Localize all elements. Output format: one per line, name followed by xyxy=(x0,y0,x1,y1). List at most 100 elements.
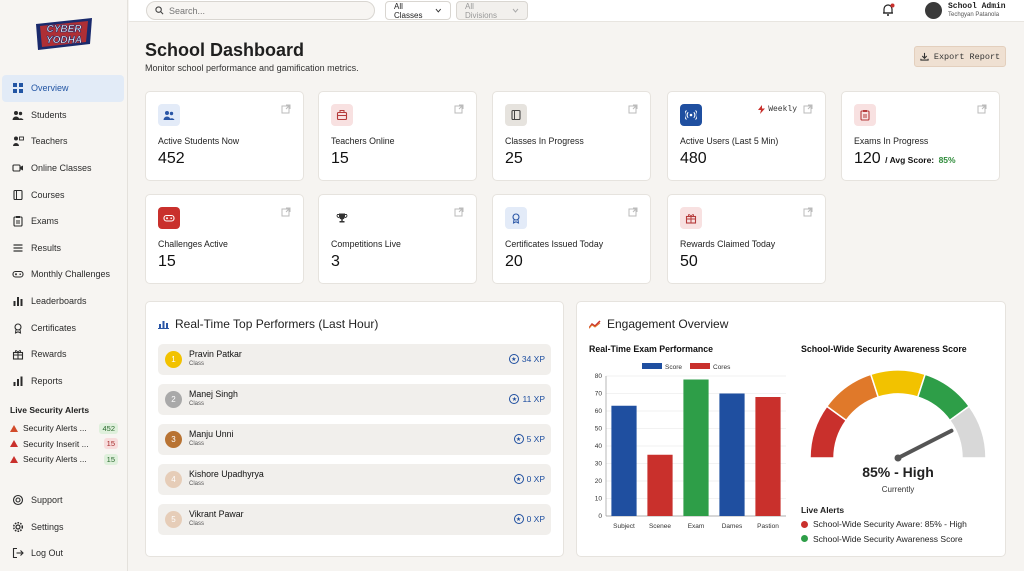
gear-icon xyxy=(12,521,24,532)
live-alert-label: School-Wide Security Aware: 85% - High xyxy=(813,519,967,529)
external-link-icon[interactable] xyxy=(803,104,813,114)
external-link-icon[interactable] xyxy=(281,207,291,217)
y-tick-label: 80 xyxy=(595,373,603,380)
clipboard-icon xyxy=(13,216,23,227)
weekly-tag[interactable]: Weekly xyxy=(758,105,797,114)
stat-card-certificates-issued-today[interactable]: Certificates Issued Today 20 xyxy=(492,194,651,284)
sidebar-item-online-classes[interactable]: Online Classes xyxy=(2,155,124,182)
sidebar-item-log-out[interactable]: Log Out xyxy=(2,540,124,567)
performer-row[interactable]: 5 Vikrant Pawar Class ★ 0 XP xyxy=(158,504,551,535)
live-alert-item[interactable]: School-Wide Security Awareness Score xyxy=(801,534,963,544)
x-tick-label: Exam xyxy=(688,523,705,530)
stat-card-active-users-last-5-min[interactable]: Weekly Active Users (Last 5 Min) 480 xyxy=(667,91,826,181)
y-tick-label: 60 xyxy=(595,408,603,415)
support-icon xyxy=(12,495,24,506)
rank-badge: 4 xyxy=(165,471,182,488)
live-alerts-title: Live Alerts xyxy=(801,505,845,515)
search-input[interactable] xyxy=(169,5,359,16)
avatar[interactable] xyxy=(925,2,942,19)
stat-value-row: 15 xyxy=(158,253,176,271)
top-performers-panel: Real-Time Top Performers (Last Hour) 1 P… xyxy=(145,301,564,557)
sidebar-item-exams[interactable]: Exams xyxy=(2,208,124,235)
sidebar-item-rewards[interactable]: Rewards xyxy=(2,341,124,368)
stat-card-exams-in-progress[interactable]: Exams In Progress 120 / Avg Score: 85% xyxy=(841,91,1000,181)
chevron-down-icon xyxy=(512,8,519,13)
sidebar-item-label: Monthly Challenges xyxy=(31,269,111,280)
performer-name: Kishore Upadhyrya xyxy=(189,469,264,479)
export-report-label: Export Report xyxy=(933,51,1001,62)
sidebar-item-leaderboards[interactable]: Leaderboards xyxy=(2,288,124,315)
performer-name: Manju Unni xyxy=(189,429,234,439)
teacher-icon xyxy=(13,136,24,147)
performer-xp: ★ 0 XP xyxy=(513,514,545,524)
lightning-icon xyxy=(758,105,766,114)
y-tick-label: 0 xyxy=(598,513,602,520)
y-tick-label: 40 xyxy=(595,443,603,450)
live-alert-item[interactable]: School-Wide Security Aware: 85% - High xyxy=(801,519,967,529)
stat-value: 120 xyxy=(854,150,881,167)
sidebar-item-courses[interactable]: Courses xyxy=(2,181,124,208)
external-link-icon[interactable] xyxy=(628,207,638,217)
performer-class: Class xyxy=(189,441,205,447)
sidebar-item-teachers[interactable]: Teachers xyxy=(2,128,124,155)
classes-dropdown[interactable]: All Classes xyxy=(385,1,451,20)
performer-xp: ★ 11 XP xyxy=(509,394,545,404)
clipboard-icon xyxy=(860,110,870,121)
performer-xp-value: 0 XP xyxy=(526,474,545,484)
stat-label: Active Users (Last 5 Min) xyxy=(680,136,779,146)
stat-value-row: 452 xyxy=(158,150,185,168)
external-link-icon[interactable] xyxy=(628,104,638,114)
sidebar-item-results[interactable]: Results xyxy=(2,235,124,262)
export-report-button[interactable]: Export Report xyxy=(914,46,1006,67)
security-alert-count: 452 xyxy=(99,422,118,434)
sidebar-item-certificates[interactable]: Certificates xyxy=(2,314,124,341)
external-link-icon[interactable] xyxy=(281,104,291,114)
stat-value-row: 25 xyxy=(505,150,523,168)
sidebar-item-icon xyxy=(12,135,24,147)
stat-label: Competitions Live xyxy=(331,239,401,249)
stat-card-challenges-active[interactable]: Challenges Active 15 xyxy=(145,194,304,284)
performer-name: Pravin Patkar xyxy=(189,349,242,359)
divisions-dropdown[interactable]: All Divisions xyxy=(456,1,528,20)
external-link-icon[interactable] xyxy=(977,104,987,114)
stat-card-classes-in-progress[interactable]: Classes In Progress 25 xyxy=(492,91,651,181)
sidebar-item-label: Exams xyxy=(31,216,59,227)
security-alert-item[interactable]: Security Alerts ... 15 xyxy=(10,452,118,466)
cyber-yodha-logo[interactable]: CYBER YODHA xyxy=(32,14,96,54)
bar-dames xyxy=(719,393,745,516)
sidebar-item-icon xyxy=(12,242,24,254)
gauge-segment xyxy=(869,369,927,399)
sidebar-item-settings[interactable]: Settings xyxy=(2,514,124,541)
stat-card-teachers-online[interactable]: Teachers Online 15 xyxy=(318,91,477,181)
stat-card-rewards-claimed-today[interactable]: Rewards Claimed Today 50 xyxy=(667,194,826,284)
external-link-icon[interactable] xyxy=(454,104,464,114)
search-box[interactable] xyxy=(146,1,375,20)
security-alert-item[interactable]: Security Inserit ... 15 xyxy=(10,437,118,451)
stat-value: 15 xyxy=(158,253,176,270)
external-link-icon[interactable] xyxy=(454,207,464,217)
performer-xp: ★ 34 XP xyxy=(508,354,545,364)
y-tick-label: 70 xyxy=(595,391,603,398)
sidebar-item-icon xyxy=(12,375,24,387)
sidebar-item-overview[interactable]: Overview xyxy=(2,75,124,102)
security-alert-item[interactable]: Security Alerts ... 452 xyxy=(10,421,118,435)
performer-row[interactable]: 1 Pravin Patkar Class ★ 34 XP xyxy=(158,344,551,375)
performer-xp-value: 0 XP xyxy=(526,514,545,524)
external-link-icon[interactable] xyxy=(803,207,813,217)
sidebar-item-students[interactable]: Students xyxy=(2,102,124,129)
sidebar-item-label: Support xyxy=(31,495,63,506)
sidebar-item-support[interactable]: Support xyxy=(2,487,124,514)
stat-card-competitions-live[interactable]: Competitions Live 3 xyxy=(318,194,477,284)
stat-label: Classes In Progress xyxy=(505,136,584,146)
performer-row[interactable]: 4 Kishore Upadhyrya Class ★ 0 XP xyxy=(158,464,551,495)
award-icon xyxy=(14,323,22,334)
sidebar-item-monthly-challenges[interactable]: Monthly Challenges xyxy=(2,261,124,288)
stat-card-icon xyxy=(331,104,353,126)
stat-card-active-students-now[interactable]: Active Students Now 452 xyxy=(145,91,304,181)
performer-row[interactable]: 3 Manju Unni Class ★ 5 XP xyxy=(158,424,551,455)
security-alert-count: 15 xyxy=(103,438,118,449)
bell-icon[interactable] xyxy=(881,3,895,17)
download-icon xyxy=(920,52,929,61)
sidebar-item-reports[interactable]: Reports xyxy=(2,368,124,395)
performer-row[interactable]: 2 Manej Singh Class ★ 11 XP xyxy=(158,384,551,415)
